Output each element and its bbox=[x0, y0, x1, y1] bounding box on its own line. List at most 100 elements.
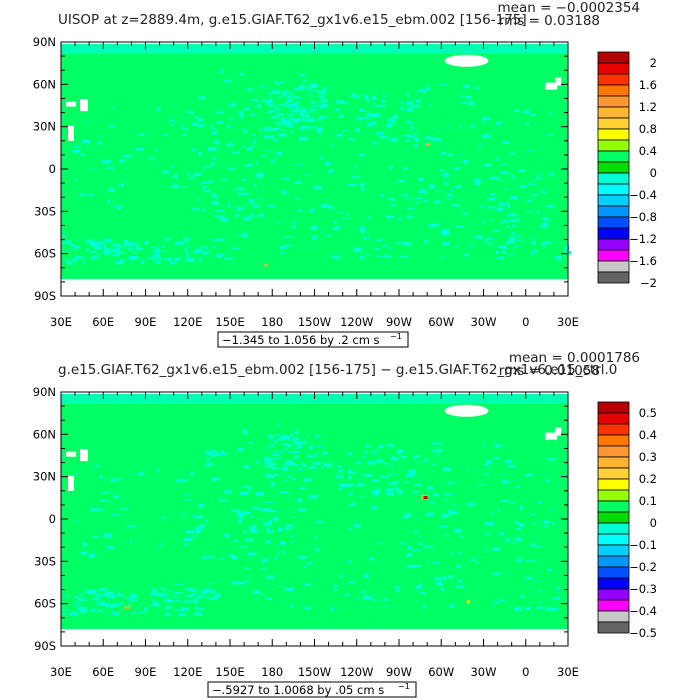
y-tick-label: 30S bbox=[34, 204, 56, 218]
x-tick-label: 0 bbox=[522, 665, 529, 679]
colorbar-swatch bbox=[597, 599, 630, 612]
field-positive-spots bbox=[263, 143, 431, 267]
colorbar-swatch bbox=[597, 117, 630, 130]
colorbar-label: 2 bbox=[650, 56, 657, 70]
range-label: −1.345 to 1.056 by .2 cm s bbox=[222, 333, 380, 347]
y-tick-label: 60N bbox=[33, 77, 56, 91]
colorbar-label: −2 bbox=[640, 276, 657, 290]
colorbar-swatch bbox=[597, 522, 630, 535]
x-tick-label: 60E bbox=[92, 665, 114, 679]
panel-title: UISOP at z=2889.4m, g.e15.GIAF.T62_gx1v6… bbox=[58, 12, 527, 28]
field-zero-level bbox=[61, 394, 568, 630]
colorbar-swatch bbox=[597, 62, 630, 75]
stats-rms: rms = 0.01058 bbox=[499, 363, 600, 379]
x-tick-label: 120W bbox=[340, 315, 373, 329]
colorbar-label: −0.4 bbox=[629, 604, 657, 618]
colorbar-swatch bbox=[597, 238, 630, 251]
range-label: −.5927 to 1.0068 by .05 cm s bbox=[212, 683, 384, 697]
colorbar-label: 0 bbox=[650, 166, 657, 180]
x-tick-label: 30E bbox=[50, 665, 72, 679]
stats-mean: mean = 0.0001786 bbox=[509, 350, 640, 366]
x-tick-label: 60W bbox=[428, 665, 454, 679]
y-tick-label: 60S bbox=[34, 597, 56, 611]
colorbar-swatch bbox=[597, 434, 630, 447]
colorbar-label: 0.2 bbox=[639, 472, 657, 486]
range-exponent: −1 bbox=[390, 332, 402, 341]
x-tick-label: 30E bbox=[557, 665, 579, 679]
colorbar-swatch bbox=[597, 445, 630, 458]
x-tick-label: 0 bbox=[522, 315, 529, 329]
colorbar-swatch bbox=[597, 84, 630, 97]
x-tick-label: 150W bbox=[298, 665, 331, 679]
colorbar-swatch bbox=[597, 205, 630, 218]
colorbar-label: −0.1 bbox=[629, 538, 657, 552]
colorbar-swatch bbox=[597, 183, 630, 196]
field-positive-spots bbox=[124, 494, 470, 609]
x-tick-label: 120E bbox=[173, 665, 202, 679]
y-tick-label: 0 bbox=[49, 512, 56, 526]
colorbar-swatch bbox=[597, 544, 630, 557]
x-tick-label: 150E bbox=[215, 665, 244, 679]
x-tick-label: 30W bbox=[470, 665, 496, 679]
colorbar-label: −1.6 bbox=[629, 254, 657, 268]
x-tick-label: 90W bbox=[386, 315, 412, 329]
colorbar-swatch bbox=[597, 588, 630, 601]
colorbar-swatch bbox=[597, 621, 630, 634]
x-tick-label: 90W bbox=[386, 665, 412, 679]
y-tick-label: 90N bbox=[33, 35, 56, 49]
colorbar-legend: 2 1.6 1.2 0.8 0.4 0 −0.4 −0.8 −1.2 −1.6 −2 bbox=[597, 51, 657, 290]
colorbar-label: −1.2 bbox=[629, 232, 657, 246]
colorbar-swatch bbox=[597, 555, 630, 568]
x-tick-label: 120W bbox=[340, 665, 373, 679]
colorbar-label: 0.1 bbox=[639, 494, 657, 508]
colorbar-swatch bbox=[597, 172, 630, 185]
colorbar-label: −0.4 bbox=[629, 188, 657, 202]
colorbar-swatch bbox=[597, 423, 630, 436]
y-tick-label: 90N bbox=[33, 385, 56, 399]
y-tick-label: 30N bbox=[33, 470, 56, 484]
colorbar-label: −0.5 bbox=[629, 626, 657, 640]
colorbar-label: 1.2 bbox=[639, 100, 657, 114]
y-tick-label: 30N bbox=[33, 120, 56, 134]
map-panel-2: g.e15.GIAF.T62_gx1v6.e15_ebm.002 [156-17… bbox=[33, 350, 657, 698]
y-tick-label: 90S bbox=[34, 639, 56, 653]
x-tick-label: 60W bbox=[428, 315, 454, 329]
x-tick-label: 30E bbox=[50, 315, 72, 329]
y-tick-label: 60S bbox=[34, 247, 56, 261]
x-tick-label: 120E bbox=[173, 315, 202, 329]
x-tick-label: 90E bbox=[135, 665, 157, 679]
y-tick-label: 30S bbox=[34, 554, 56, 568]
range-box bbox=[217, 331, 409, 348]
colorbar-swatch bbox=[597, 139, 630, 152]
colorbar-swatch bbox=[597, 271, 630, 284]
x-tick-label: 30E bbox=[557, 315, 579, 329]
y-tick-label: 60N bbox=[33, 427, 56, 441]
colorbar-label: 0.4 bbox=[639, 144, 657, 158]
colorbar-label: 0.4 bbox=[639, 428, 657, 442]
colorbar-swatch bbox=[597, 128, 630, 141]
stats-mean: mean = −0.0002354 bbox=[498, 0, 641, 16]
x-tick-label: 150E bbox=[215, 315, 244, 329]
x-tick-label: 90E bbox=[135, 315, 157, 329]
x-tick-label: 30W bbox=[470, 315, 496, 329]
map-panel-1: UISOP at z=2889.4m, g.e15.GIAF.T62_gx1v6… bbox=[33, 0, 657, 348]
colorbar-label: 0.8 bbox=[639, 122, 657, 136]
stats-rms: rms = 0.03188 bbox=[499, 13, 600, 29]
y-tick-label: 90S bbox=[34, 289, 56, 303]
colorbar-swatch bbox=[597, 150, 630, 163]
colorbar-swatch bbox=[597, 566, 630, 579]
x-tick-label: 180 bbox=[261, 665, 283, 679]
colorbar-label: 0.3 bbox=[639, 450, 657, 464]
field-zero-level bbox=[61, 44, 568, 280]
colorbar-swatch bbox=[597, 260, 630, 273]
colorbar-swatch bbox=[597, 73, 630, 86]
colorbar-swatch bbox=[597, 511, 630, 524]
y-tick-label: 0 bbox=[49, 162, 56, 176]
colorbar-swatch bbox=[597, 478, 630, 491]
colorbar-swatch bbox=[597, 467, 630, 480]
colorbar-swatch bbox=[597, 489, 630, 502]
colorbar-swatch bbox=[597, 533, 630, 546]
colorbar-swatch bbox=[597, 95, 630, 108]
panel-title: g.e15.GIAF.T62_gx1v6.e15_ebm.002 [156-17… bbox=[58, 362, 617, 378]
